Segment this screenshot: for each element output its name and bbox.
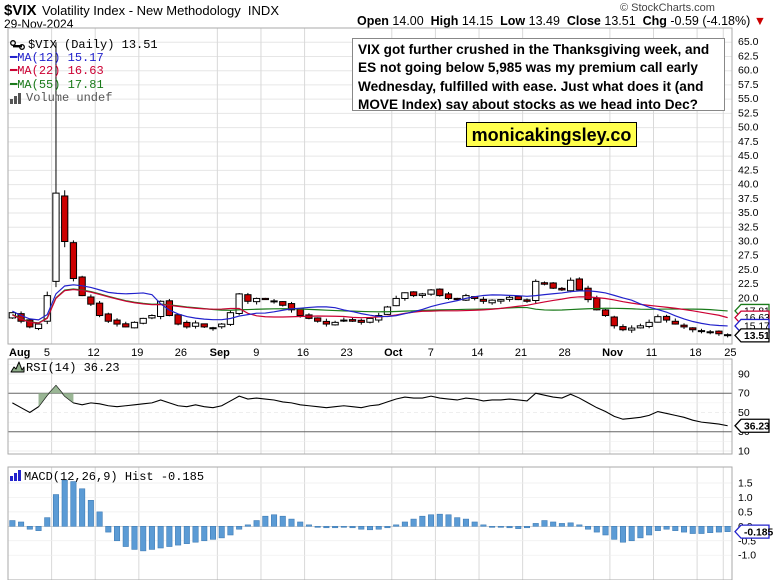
svg-text:52.5: 52.5 bbox=[738, 107, 759, 119]
svg-text:-1.0: -1.0 bbox=[738, 550, 756, 562]
svg-text:7: 7 bbox=[428, 347, 434, 359]
svg-text:13.51: 13.51 bbox=[744, 331, 770, 342]
svg-text:40.0: 40.0 bbox=[738, 179, 759, 191]
svg-text:32.5: 32.5 bbox=[738, 221, 759, 233]
svg-text:27.5: 27.5 bbox=[738, 250, 759, 262]
svg-text:45.0: 45.0 bbox=[738, 150, 759, 162]
svg-text:25: 25 bbox=[724, 347, 736, 359]
svg-text:1.5: 1.5 bbox=[738, 477, 753, 489]
svg-text:23: 23 bbox=[340, 347, 352, 359]
svg-text:-0.185: -0.185 bbox=[744, 527, 773, 538]
svg-text:1.0: 1.0 bbox=[738, 492, 753, 504]
svg-text:11: 11 bbox=[646, 347, 657, 359]
svg-text:28: 28 bbox=[559, 347, 571, 359]
svg-text:14: 14 bbox=[471, 347, 483, 359]
svg-text:Oct: Oct bbox=[384, 347, 403, 359]
svg-text:70: 70 bbox=[738, 388, 750, 400]
svg-text:5: 5 bbox=[44, 347, 50, 359]
svg-text:26: 26 bbox=[175, 347, 187, 359]
svg-text:60.0: 60.0 bbox=[738, 65, 759, 77]
svg-text:21: 21 bbox=[515, 347, 527, 359]
svg-text:65.0: 65.0 bbox=[738, 36, 759, 48]
svg-text:9: 9 bbox=[253, 347, 259, 359]
svg-text:25.0: 25.0 bbox=[738, 264, 759, 276]
svg-text:Nov: Nov bbox=[602, 347, 624, 359]
svg-text:36.23: 36.23 bbox=[744, 421, 770, 432]
svg-text:57.5: 57.5 bbox=[738, 79, 759, 91]
svg-text:30.0: 30.0 bbox=[738, 236, 759, 248]
svg-text:47.5: 47.5 bbox=[738, 136, 759, 148]
svg-text:55.0: 55.0 bbox=[738, 93, 759, 105]
svg-text:42.5: 42.5 bbox=[738, 164, 759, 176]
svg-text:50: 50 bbox=[738, 407, 750, 419]
svg-text:22.5: 22.5 bbox=[738, 278, 759, 290]
svg-text:0.5: 0.5 bbox=[738, 506, 753, 518]
svg-text:37.5: 37.5 bbox=[738, 193, 759, 205]
svg-text:Sep: Sep bbox=[210, 347, 230, 359]
svg-text:35.0: 35.0 bbox=[738, 207, 759, 219]
svg-text:Aug: Aug bbox=[9, 347, 30, 359]
svg-text:20.0: 20.0 bbox=[738, 292, 759, 304]
svg-text:90: 90 bbox=[738, 368, 750, 380]
svg-text:19: 19 bbox=[131, 347, 143, 359]
svg-text:10: 10 bbox=[738, 445, 750, 457]
svg-text:12: 12 bbox=[88, 347, 100, 359]
svg-text:50.0: 50.0 bbox=[738, 122, 759, 134]
svg-text:16: 16 bbox=[297, 347, 309, 359]
svg-text:18: 18 bbox=[689, 347, 701, 359]
svg-text:62.5: 62.5 bbox=[738, 50, 759, 62]
